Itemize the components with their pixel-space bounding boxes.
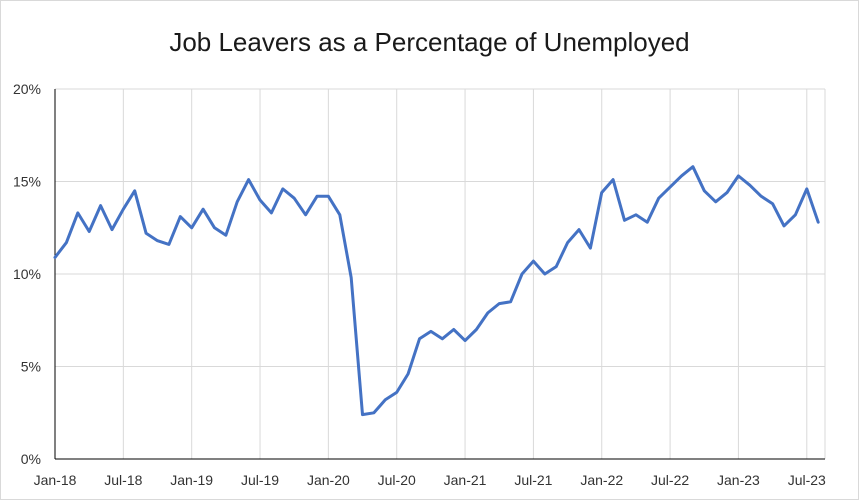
x-tick-label: Jul-22: [651, 472, 689, 488]
data-point: [304, 213, 307, 216]
data-point: [145, 232, 148, 235]
data-point: [817, 221, 820, 224]
data-point: [760, 195, 763, 198]
data-point: [669, 186, 672, 189]
data-point: [486, 311, 489, 314]
data-point: [350, 276, 353, 279]
data-point: [452, 328, 455, 331]
x-tick-label: Jan-20: [307, 472, 350, 488]
y-tick-label: 5%: [21, 359, 41, 375]
data-point: [623, 219, 626, 222]
series-group: [53, 165, 820, 417]
y-tick-label: 20%: [13, 81, 41, 97]
data-point: [646, 221, 649, 224]
data-point: [133, 189, 136, 192]
data-point: [555, 265, 558, 268]
data-point: [54, 256, 57, 259]
data-point: [782, 224, 785, 227]
x-tick-label: Jul-21: [514, 472, 552, 488]
data-point: [441, 337, 444, 340]
x-tick-label: Jul-20: [378, 472, 416, 488]
data-point: [338, 213, 341, 216]
data-point: [521, 273, 524, 276]
data-point: [293, 197, 296, 200]
data-point: [236, 200, 239, 203]
data-point: [361, 413, 364, 416]
data-point: [771, 202, 774, 205]
data-point: [372, 411, 375, 414]
data-point: [566, 241, 569, 244]
data-point: [691, 165, 694, 168]
x-tick-labels: Jan-18 Jul-18 Jan-19 Jul-19 Jan-20 Jul-20 Jan-…: [34, 472, 826, 488]
data-point: [88, 230, 91, 233]
y-tick-label: 10%: [13, 266, 41, 282]
data-point: [156, 239, 159, 242]
data-point: [99, 204, 102, 207]
data-point: [714, 200, 717, 203]
data-point: [703, 189, 706, 192]
data-point: [395, 391, 398, 394]
data-point: [190, 226, 193, 229]
data-point: [532, 260, 535, 263]
data-point: [76, 211, 79, 214]
y-tick-label: 15%: [13, 174, 41, 190]
x-tick-label: Jan-19: [170, 472, 213, 488]
data-point: [407, 372, 410, 375]
data-point: [805, 187, 808, 190]
data-point: [259, 199, 262, 202]
data-point: [543, 273, 546, 276]
chart-title: Job Leavers as a Percentage of Unemploye…: [169, 27, 690, 57]
x-tick-label: Jan-23: [717, 472, 760, 488]
data-point: [122, 208, 125, 211]
data-point: [748, 184, 751, 187]
data-point: [577, 228, 580, 231]
data-point: [612, 178, 615, 181]
data-point: [65, 241, 68, 244]
grid-lines: [55, 88, 826, 459]
data-point: [327, 195, 330, 198]
data-point: [794, 213, 797, 216]
axes: [54, 89, 825, 460]
data-point: [281, 187, 284, 190]
x-tick-label: Jan-21: [444, 472, 487, 488]
data-point: [429, 330, 432, 333]
data-point: [110, 228, 113, 231]
y-tick-labels: 0% 5% 10% 15% 20%: [13, 81, 41, 467]
x-tick-label: Jul-19: [241, 472, 279, 488]
data-point: [509, 300, 512, 303]
data-point: [202, 208, 205, 211]
x-tick-label: Jul-18: [104, 472, 142, 488]
series-line: [53, 165, 820, 417]
data-point: [600, 191, 603, 194]
data-point: [657, 197, 660, 200]
data-point: [384, 398, 387, 401]
data-point: [270, 211, 273, 214]
data-point: [418, 337, 421, 340]
data-point: [224, 234, 227, 237]
data-point: [498, 302, 501, 305]
data-point: [179, 215, 182, 218]
data-point: [737, 174, 740, 177]
data-point: [464, 339, 467, 342]
data-point: [680, 174, 683, 177]
x-tick-label: Jan-18: [34, 472, 77, 488]
data-point: [213, 226, 216, 229]
x-tick-label: Jul-23: [788, 472, 826, 488]
data-point: [589, 247, 592, 250]
data-point: [634, 213, 637, 216]
y-tick-label: 0%: [21, 451, 41, 467]
data-point: [247, 178, 250, 181]
data-point: [475, 328, 478, 331]
data-point: [167, 243, 170, 246]
x-tick-label: Jan-22: [580, 472, 623, 488]
data-point: [315, 195, 318, 198]
data-point: [726, 191, 729, 194]
